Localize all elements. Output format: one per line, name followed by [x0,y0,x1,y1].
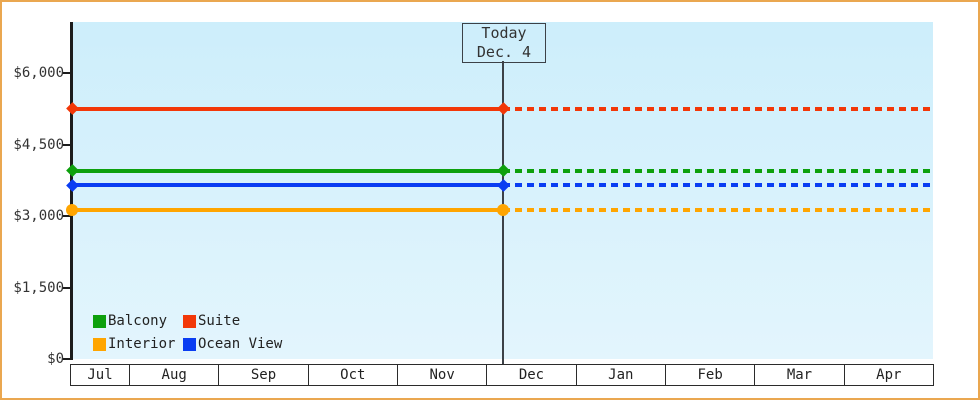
series-line-solid-suite [72,106,503,111]
series-marker-interior [497,203,509,216]
y-tick-mark [62,215,70,217]
y-tick-mark [62,286,70,289]
legend-item-suite: Suite [183,313,282,329]
today-annotation-box: Today Dec. 4 [462,23,546,63]
legend: Balcony Suite Interior Ocean View [93,313,282,352]
y-tick-mark [62,358,70,360]
y-tick-label: $3,000 [13,208,64,224]
series-line-dashed-interior [503,207,933,212]
today-label: Today [481,24,527,42]
month-cell-jan: Jan [577,365,666,385]
series-line-solid-ocean-view [72,183,503,188]
legend-label: Balcony [108,313,168,329]
month-cell-nov: Nov [398,365,488,385]
y-tick-mark [62,143,70,146]
series-line-solid-balcony [72,168,503,173]
legend-label: Ocean View [198,336,283,352]
y-tick-label: $1,500 [13,279,64,296]
month-cell-sep: Sep [219,365,309,385]
y-tick-label: $0 [47,351,64,367]
month-cell-apr: Apr [876,367,902,383]
legend-label: Suite [198,313,241,329]
month-cell-jul: Jul [71,365,130,385]
today-date-label: Dec. 4 [476,43,532,61]
series-line-dashed-ocean-view [503,183,933,188]
legend-item-balcony: Balcony [93,313,183,329]
x-axis-month-row: Jul Aug Sep Oct Nov Dec Jan Feb Mar Apr [70,364,934,386]
series-line-dashed-balcony [503,168,933,173]
month-cell-oct: Oct [309,365,398,385]
month-cell-dec: Dec [487,365,577,385]
month-cell-aug: Aug [130,365,220,385]
series-line-solid-interior [72,207,503,212]
legend-swatch-icon [183,314,196,328]
legend-swatch-icon [93,314,106,328]
legend-item-interior: Interior [93,336,183,352]
legend-swatch-icon [93,337,106,351]
legend-label: Interior [108,336,176,352]
y-tick-label: $4,500 [13,136,64,153]
legend-swatch-icon [183,337,196,351]
y-tick-label: $6,000 [13,65,64,81]
series-line-dashed-suite [503,106,933,111]
y-tick-mark [62,72,70,74]
legend-item-ocean-view: Ocean View [183,336,282,352]
series-marker-interior [66,203,78,216]
month-cell-mar: Mar [755,365,845,385]
month-cell-feb: Feb [666,365,756,385]
